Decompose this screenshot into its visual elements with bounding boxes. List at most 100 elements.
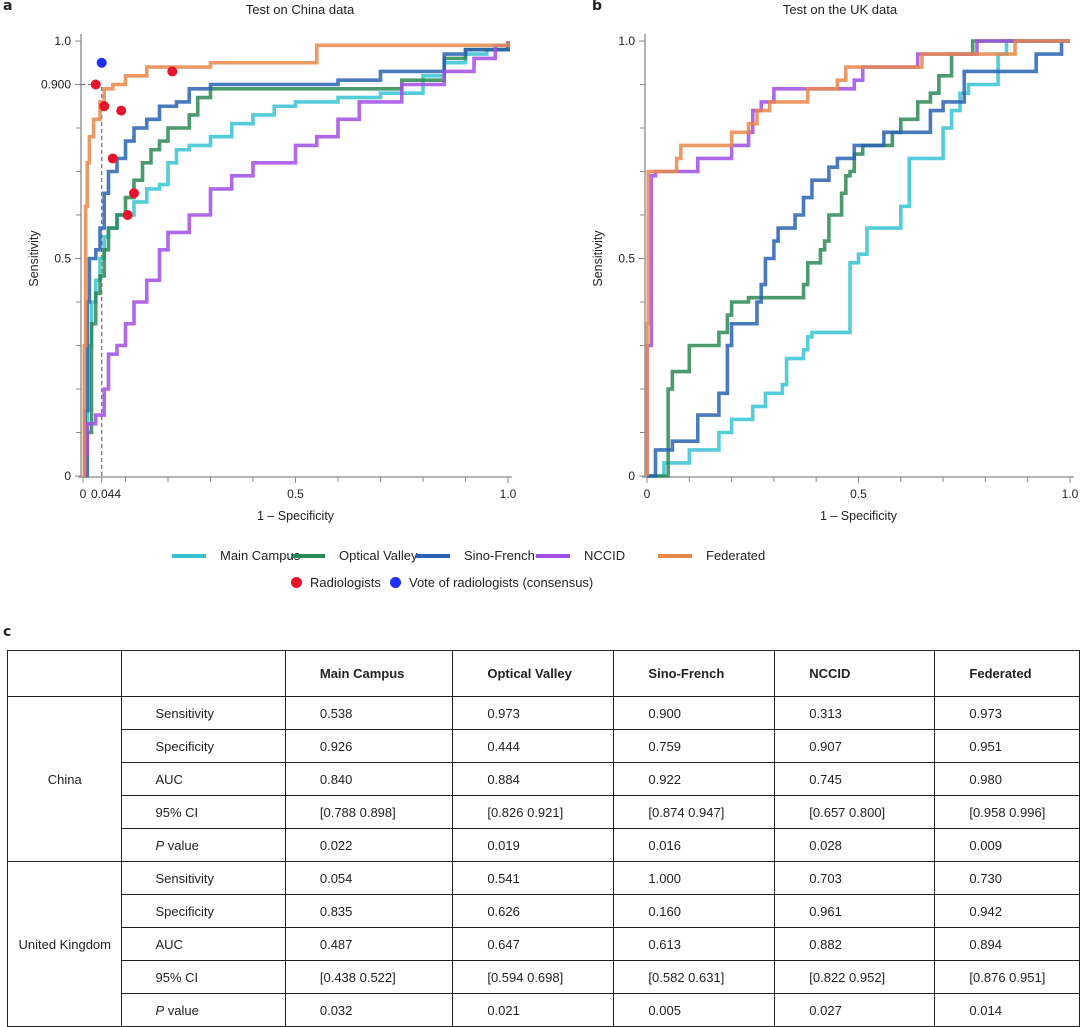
column-header: Optical Valley: [452, 650, 615, 697]
x-tick-label: 0.044: [91, 487, 121, 501]
column-header: [121, 650, 286, 697]
y-tick-label: 0.5: [54, 252, 71, 266]
table-cell: [0.822 0.952]: [774, 960, 936, 994]
table-row: Specificity 0.835 0.626 0.160 0.961 0.942: [8, 894, 1080, 928]
y-tick-label: 1.0: [54, 34, 71, 48]
roc-chart-uk: Test on the UK data 0 0.5 1.0 0 0.5 1.0 1 – Spe…: [591, 2, 1079, 523]
roc-curve-nccid: [83, 41, 510, 478]
panel-label-c: c: [3, 624, 12, 640]
table-cell: 0.835: [284, 894, 454, 928]
legend-line-swatch: [416, 553, 450, 558]
table-cell: 0.626: [452, 894, 615, 928]
legend-label: Main Campus: [220, 548, 301, 563]
table-row: China Sensitivity 0.538 0.973 0.900 0.313 0.97…: [6, 696, 1080, 862]
table-cell: 0.014: [934, 993, 1080, 1027]
roc-chart-china: Test on China data 0 0.044 0.5 1.0 0 0.5 0.900 1…: [27, 2, 517, 523]
table-cell: 0.009: [934, 828, 1080, 862]
table-cell: 0.840: [284, 762, 454, 796]
radiologist-point: [90, 79, 101, 90]
y-axis-label: Sensitivity: [27, 230, 41, 287]
legend-label: Sino-French: [464, 548, 535, 563]
table-cell: 0.703: [774, 861, 936, 895]
x-tick-label: 0: [644, 487, 651, 501]
table-row: P value 0.032 0.021 0.005 0.027 0.014: [8, 993, 1080, 1027]
table-cell: 0.926: [284, 729, 454, 763]
column-header: NCCID: [774, 650, 936, 697]
y-axis-label: Sensitivity: [591, 230, 605, 287]
table-cell: 0.745: [774, 762, 936, 796]
table-cell: [0.826 0.921]: [452, 795, 615, 829]
table-cell: 0.922: [613, 762, 776, 796]
table-cell: 0.730: [934, 861, 1080, 895]
x-tick-label: 0.5: [850, 487, 867, 501]
table-cell: 0.613: [613, 927, 776, 961]
legend-label: Optical Valley: [339, 548, 418, 563]
radiologist-point: [99, 101, 110, 112]
consensus-point: [96, 57, 107, 68]
metric-italic-prefix: P: [155, 837, 165, 853]
table-cell: 0.444: [452, 729, 615, 763]
metric-text: Sensitivity: [155, 705, 215, 721]
x-tick-label: 0: [80, 487, 87, 501]
roc-curve-federated: [645, 39, 1070, 476]
x-tick-label: 1.0: [500, 487, 517, 501]
table-cell: [0.582 0.631]: [613, 960, 776, 994]
table-cell: 0.759: [613, 729, 776, 763]
metric-text: value: [164, 1002, 199, 1018]
metric-label: 95% CI: [121, 960, 286, 994]
table-cell: 1.000: [613, 861, 776, 895]
metric-label: AUC: [121, 927, 286, 961]
metric-text: AUC: [155, 936, 183, 952]
metric-text: value: [164, 837, 199, 853]
table-cell: 0.951: [934, 729, 1080, 763]
table-cell: 0.973: [452, 696, 615, 730]
metric-label: P value: [121, 993, 286, 1027]
table-row: 95% CI [0.438 0.522] [0.594 0.698] [0.582 0…: [8, 960, 1080, 994]
table-cell: 0.907: [774, 729, 936, 763]
legend-item-optical-valley: Optical Valley: [291, 548, 418, 563]
table-row: AUC 0.840 0.884 0.922 0.745 0.980: [8, 762, 1080, 796]
table-header-row: Main Campus Optical Valley Sino-French NCCI…: [6, 650, 1080, 697]
legend-dot-swatch: [390, 577, 401, 588]
table-cell: [0.438 0.522]: [284, 960, 454, 994]
group-label: China: [6, 696, 123, 862]
metric-text: Specificity: [155, 903, 215, 919]
group-label: United Kingdom: [6, 861, 123, 1027]
metric-text: 95% CI: [155, 804, 199, 820]
roc-curve-optical-valley: [83, 41, 510, 478]
chart-title: Test on the UK data: [783, 2, 898, 17]
table-cell: 0.054: [284, 861, 454, 895]
table-cell: [0.594 0.698]: [452, 960, 615, 994]
chart-title: Test on China data: [246, 2, 355, 17]
legend-label: Vote of radiologists (consensus): [409, 575, 594, 590]
legend-item-radiologists: Radiologists: [291, 575, 381, 590]
legend-item-sino-french: Sino-French: [416, 548, 535, 563]
metric-label: 95% CI: [121, 795, 286, 829]
legend-label: Federated: [706, 548, 766, 563]
table-cell: 0.647: [452, 927, 615, 961]
legend-item-consensus: Vote of radiologists (consensus): [390, 575, 593, 590]
table-cell: 0.980: [934, 762, 1080, 796]
legend-item-main-campus: Main Campus: [172, 548, 300, 563]
metric-label: Sensitivity: [121, 861, 286, 895]
table-cell: 0.973: [934, 696, 1080, 730]
table-cell: [0.788 0.898]: [284, 795, 454, 829]
radiologist-point: [129, 188, 139, 199]
radiologist-point: [122, 210, 133, 220]
table-row: 95% CI [0.788 0.898] [0.826 0.921] [0.874 0…: [8, 795, 1080, 829]
panel-label-b: b: [592, 0, 603, 14]
y-tick-label: 0.5: [618, 252, 635, 266]
column-header: Sino-French: [613, 650, 776, 697]
legend-line-swatch: [536, 553, 570, 558]
table-cell: 0.882: [774, 927, 936, 961]
legend-label: Radiologists: [310, 575, 381, 590]
metric-label: Specificity: [121, 729, 286, 763]
legend-item-nccid: NCCID: [536, 548, 625, 563]
table-cell: 0.313: [774, 696, 936, 730]
table-cell: 0.487: [284, 927, 454, 961]
table-cell: 0.942: [934, 894, 1080, 928]
table-cell: 0.016: [613, 828, 776, 862]
table-cell: 0.032: [284, 993, 454, 1027]
table-cell: 0.027: [774, 993, 936, 1027]
radiologist-point: [107, 153, 118, 164]
